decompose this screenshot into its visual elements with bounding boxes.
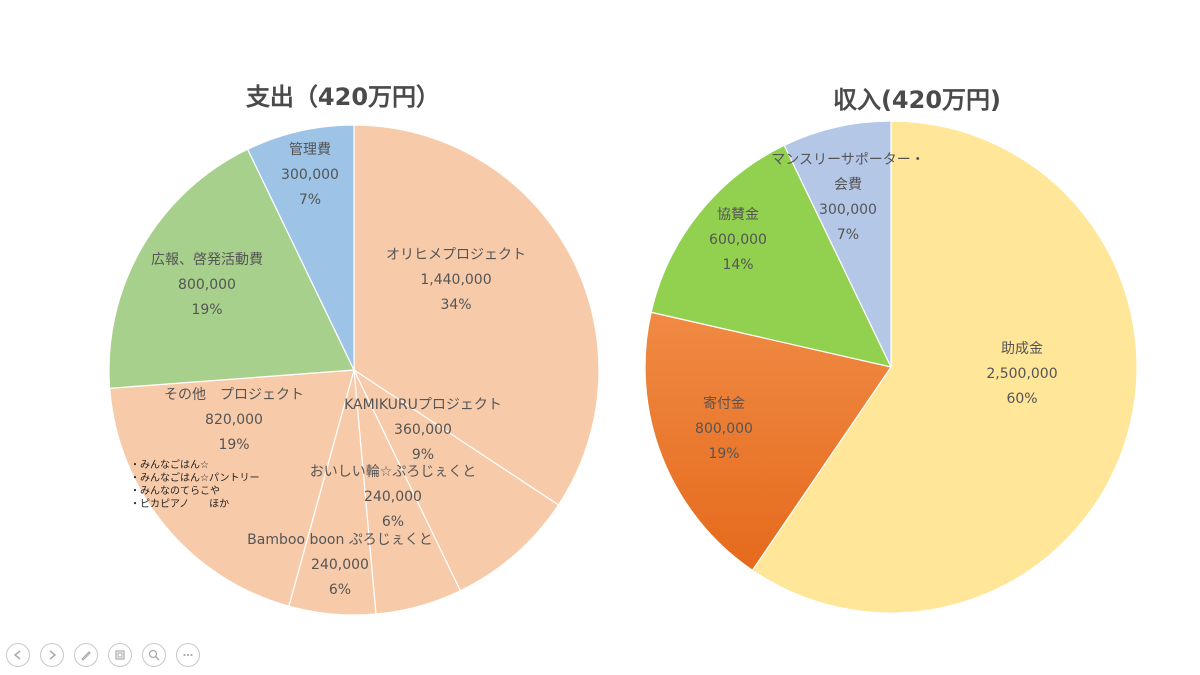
- income-slice-1: [644, 311, 892, 572]
- zoom-button[interactable]: [142, 643, 166, 667]
- pen-icon: [81, 651, 91, 661]
- more-icon: [183, 653, 193, 657]
- expense-note-3: ・ピカピアノ ほか: [130, 498, 229, 510]
- slides-button[interactable]: [108, 643, 132, 667]
- expense-note-0: ・みんなごはん☆: [130, 458, 209, 471]
- prev-icon: [13, 650, 21, 660]
- next-button[interactable]: [40, 643, 64, 667]
- income-slice-3: [783, 120, 892, 368]
- slideshow-toolbar: [6, 643, 200, 667]
- expense-slice-5: [108, 148, 355, 389]
- prev-button[interactable]: [6, 643, 30, 667]
- slice-label-1-0: 助成金 2,500,000 60%: [986, 341, 1057, 407]
- slice-label-0-1: KAMIKURUプロジェクト 360,000 9%: [344, 397, 502, 463]
- expense-slice-4: [109, 369, 355, 607]
- income-slice-2: [650, 144, 893, 368]
- next-icon: [49, 650, 57, 660]
- income-pie: [644, 120, 1138, 614]
- income-slice-0: [751, 120, 1138, 614]
- expense-pie: [108, 124, 600, 616]
- expense-chart-title: 支出（420万円）: [246, 83, 440, 111]
- slice-label-1-3: マンスリーサポーター・会費 300,000 7%: [771, 152, 924, 243]
- slice-label-0-0: オリヒメプロジェクト 1,440,000 34%: [386, 247, 526, 313]
- slice-label-0-3: Bamboo boon ぷろじぇくと 240,000 6%: [247, 532, 433, 598]
- pen-button[interactable]: [74, 643, 98, 667]
- expense-note-2: ・みんなのてらこや: [130, 485, 220, 497]
- slice-label-0-2: おいしい輪☆ぷろじぇくと 240,000 6%: [310, 463, 477, 530]
- labels-layer: オリヒメプロジェクト 1,440,000 34% KAMIKURUプロジェクト 360,…: [130, 142, 1058, 598]
- slice-label-1-1: 寄付金 800,000 19%: [695, 395, 753, 462]
- expense-slice-6: [246, 124, 355, 371]
- slides-icon: [115, 650, 125, 660]
- zoom-icon: [148, 649, 160, 661]
- slice-label-0-4: その他 プロジェクト 820,000 19%: [164, 387, 304, 453]
- expense-note-1: ・みんなごはん☆パントリー: [130, 471, 259, 484]
- slice-label-0-6: 管理費 300,000 7%: [281, 142, 339, 208]
- slice-label-0-5: 広報、啓発活動費 800,000 19%: [151, 252, 263, 318]
- slice-label-1-2: 協賛金 600,000 14%: [709, 207, 767, 273]
- expense-slice-1: [352, 368, 560, 592]
- more-button[interactable]: [176, 643, 200, 667]
- chart-canvas: 支出（420万円） 収入(420万円) オリヒメプロジェクト 1,440,000 3…: [108, 83, 1138, 616]
- income-chart-title: 収入(420万円): [833, 86, 1001, 114]
